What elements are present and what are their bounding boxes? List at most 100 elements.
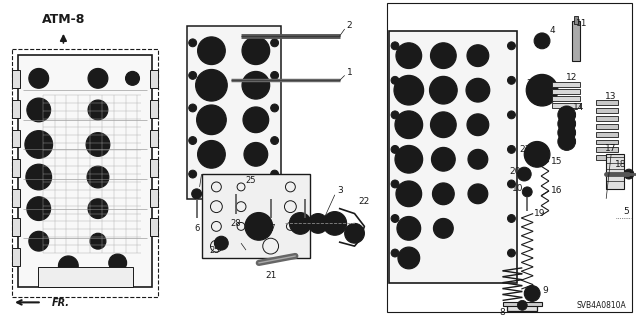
Circle shape (431, 147, 455, 171)
Bar (552, 96, 580, 101)
Circle shape (87, 166, 109, 188)
Circle shape (214, 236, 228, 250)
Circle shape (533, 81, 551, 99)
Circle shape (33, 203, 44, 214)
Text: 18: 18 (615, 160, 627, 169)
Circle shape (438, 189, 448, 199)
Circle shape (508, 76, 515, 84)
Circle shape (524, 286, 540, 301)
Circle shape (289, 212, 311, 234)
Bar (502, 302, 542, 306)
Bar (150, 219, 158, 236)
Circle shape (398, 247, 420, 269)
Circle shape (250, 113, 262, 126)
Text: 25: 25 (209, 246, 220, 255)
Circle shape (403, 188, 415, 200)
Circle shape (395, 145, 422, 173)
Text: 21: 21 (265, 271, 276, 280)
Text: 10: 10 (511, 184, 523, 193)
Circle shape (26, 164, 52, 190)
Circle shape (88, 100, 108, 120)
Bar (12, 248, 20, 266)
Circle shape (323, 211, 347, 235)
Circle shape (517, 167, 531, 181)
Text: 27: 27 (266, 224, 276, 233)
Circle shape (251, 219, 267, 234)
Circle shape (558, 115, 575, 133)
Circle shape (109, 254, 127, 272)
Circle shape (88, 199, 108, 219)
Bar (150, 130, 158, 147)
Bar (606, 154, 624, 189)
Text: 11: 11 (576, 19, 588, 28)
Circle shape (624, 169, 634, 179)
Circle shape (558, 124, 575, 142)
Circle shape (189, 104, 196, 112)
Circle shape (467, 45, 489, 67)
Text: 23: 23 (520, 145, 531, 154)
Circle shape (508, 249, 515, 257)
Circle shape (403, 50, 415, 62)
Circle shape (198, 141, 225, 168)
Bar (596, 100, 618, 105)
Circle shape (196, 105, 227, 135)
Circle shape (242, 71, 269, 99)
Circle shape (205, 147, 218, 161)
Bar (12, 100, 20, 118)
Circle shape (534, 33, 550, 49)
Circle shape (271, 137, 278, 145)
Circle shape (245, 212, 273, 240)
Bar (596, 124, 618, 129)
Circle shape (403, 223, 414, 234)
Circle shape (33, 105, 44, 115)
Circle shape (473, 120, 483, 130)
Text: SVB4A0810A: SVB4A0810A (576, 301, 626, 310)
Text: 20: 20 (509, 167, 521, 176)
Circle shape (397, 217, 420, 240)
Circle shape (271, 39, 278, 47)
Circle shape (294, 218, 306, 229)
Circle shape (300, 189, 310, 199)
Text: 22: 22 (359, 197, 370, 206)
Circle shape (558, 133, 575, 150)
Bar (12, 130, 20, 147)
Circle shape (431, 43, 456, 69)
Circle shape (467, 114, 489, 136)
Text: 15: 15 (551, 157, 563, 166)
Text: 14: 14 (573, 103, 584, 113)
Circle shape (129, 75, 136, 81)
Circle shape (538, 37, 546, 45)
Text: 9: 9 (542, 286, 548, 295)
Circle shape (438, 154, 449, 165)
Circle shape (271, 170, 278, 178)
Text: 6: 6 (194, 224, 199, 233)
Circle shape (402, 84, 415, 97)
Bar (12, 159, 20, 177)
Circle shape (27, 98, 51, 122)
Circle shape (93, 204, 102, 213)
Bar (150, 189, 158, 207)
Circle shape (517, 300, 527, 310)
Circle shape (205, 44, 218, 58)
Circle shape (468, 184, 488, 204)
Circle shape (472, 85, 483, 95)
Circle shape (429, 76, 457, 104)
Bar (12, 189, 20, 207)
Circle shape (308, 213, 328, 233)
Circle shape (204, 112, 219, 127)
Bar (596, 139, 618, 145)
Circle shape (345, 223, 364, 243)
Circle shape (204, 78, 220, 93)
Circle shape (394, 75, 424, 105)
Bar (572, 21, 580, 61)
Circle shape (86, 133, 110, 156)
Circle shape (271, 71, 278, 79)
Circle shape (391, 249, 399, 257)
Text: 8: 8 (500, 308, 506, 317)
Circle shape (249, 78, 263, 92)
Text: 2: 2 (347, 20, 353, 30)
Bar (596, 108, 618, 113)
Bar (187, 26, 280, 199)
Circle shape (526, 74, 558, 106)
Circle shape (88, 69, 108, 88)
